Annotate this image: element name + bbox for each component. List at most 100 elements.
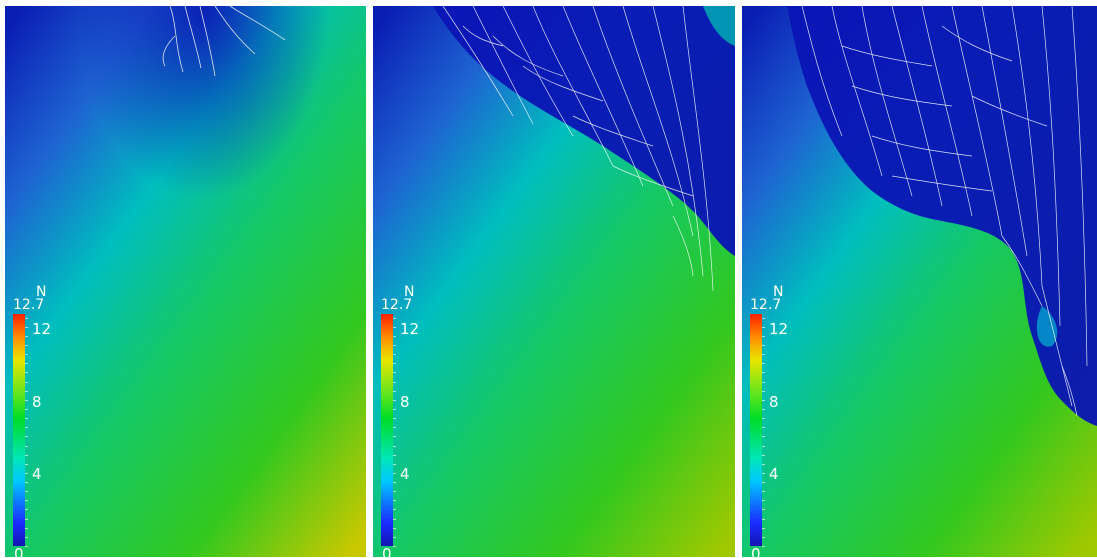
colorbar-minor-tick [393, 436, 396, 437]
colorbar-minor-tick [762, 409, 765, 410]
colorbar-minor-tick [25, 427, 28, 428]
colorbar-minor-tick [393, 500, 396, 501]
fracture-network [801, 6, 1088, 417]
colorbar-minor-tick [25, 382, 28, 383]
colorbar-minor-tick [393, 519, 396, 520]
colorbar-minor-tick [393, 427, 396, 428]
colorbar-minor-tick [25, 473, 28, 474]
colorbar-minor-tick [25, 391, 28, 392]
colorbar-minor-tick [393, 446, 396, 447]
colorbar-minor-tick [762, 318, 765, 319]
panel-2: N 12.7 12 8 4 0 [373, 6, 735, 557]
colorbar-minor-tick [762, 464, 765, 465]
colorbar-minor-tick [25, 519, 28, 520]
colorbar-minor-tick [762, 482, 765, 483]
colorbar-minor-tick [393, 546, 396, 547]
colorbar-minor-tick [762, 528, 765, 529]
colorbar-minor-tick [762, 509, 765, 510]
colorbar-min-label: 0 [751, 545, 761, 558]
colorbar-minor-tick [393, 464, 396, 465]
concentration-field [742, 6, 1097, 557]
colorbar-minor-tick [762, 500, 765, 501]
colorbar-minor-tick [25, 327, 28, 328]
colorbar-minor-tick [762, 327, 765, 328]
colorbar-minor-tick [393, 491, 396, 492]
colorbar-minor-tick [762, 491, 765, 492]
colorbar-minor-tick [762, 473, 765, 474]
colorbar-minor-tick [393, 482, 396, 483]
colorbar-minor-tick [393, 537, 396, 538]
colorbar-title: N [773, 284, 784, 300]
colorbar-minor-tick [762, 436, 765, 437]
colorbar-gradient [750, 314, 762, 546]
colorbar-minor-tick [762, 354, 765, 355]
colorbar-minor-tick [762, 391, 765, 392]
colorbar-tick-label: 8 [32, 393, 42, 411]
depleted-zone [787, 6, 1097, 426]
concentration-field [5, 6, 366, 557]
fracture-network [162, 6, 286, 77]
colorbar-minor-tick [25, 400, 28, 401]
colorbar-minor-tick [393, 327, 396, 328]
colorbar-minor-tick [393, 372, 396, 373]
colorbar-minor-tick [25, 409, 28, 410]
colorbar-minor-tick [25, 418, 28, 419]
colorbar-minor-tick [762, 546, 765, 547]
colorbar-max-label: 12.7 [13, 297, 45, 313]
colorbar-minor-tick [25, 482, 28, 483]
colorbar-minor-tick [762, 336, 765, 337]
colorbar-tick-label: 12 [769, 320, 789, 338]
colorbar-minor-tick [393, 354, 396, 355]
colorbar-minor-tick [762, 519, 765, 520]
colorbar-tick-label: 4 [769, 465, 779, 483]
colorbar-gradient [13, 314, 25, 546]
colorbar-minor-tick [762, 418, 765, 419]
colorbar-minor-tick [393, 528, 396, 529]
colorbar-minor-tick [25, 436, 28, 437]
fracture-network [442, 6, 714, 292]
colorbar-minor-tick [25, 354, 28, 355]
colorbar-minor-tick [25, 500, 28, 501]
colorbar-minor-tick [25, 509, 28, 510]
colorbar-min-label: 0 [382, 545, 392, 558]
colorbar-minor-tick [25, 363, 28, 364]
colorbar: N 12.7 12 8 4 0 [13, 284, 73, 558]
colorbar-minor-tick [762, 372, 765, 373]
colorbar-max-label: 12.7 [750, 297, 782, 313]
colorbar-minor-tick [25, 491, 28, 492]
colorbar-min-label: 0 [14, 545, 24, 558]
colorbar-minor-tick [393, 473, 396, 474]
colorbar-minor-tick [25, 446, 28, 447]
colorbar-minor-tick [762, 427, 765, 428]
colorbar-minor-tick [25, 455, 28, 456]
panel-1: N 12.7 12 8 4 0 [5, 6, 366, 557]
depleted-zone [433, 6, 735, 256]
colorbar-minor-tick [762, 446, 765, 447]
colorbar: N 12.7 12 8 4 0 [750, 284, 810, 558]
colorbar-tick-label: 4 [400, 465, 410, 483]
colorbar-minor-tick [25, 336, 28, 337]
colorbar-minor-tick [762, 537, 765, 538]
colorbar-minor-tick [762, 400, 765, 401]
colorbar-minor-tick [25, 528, 28, 529]
colorbar-title: N [36, 284, 47, 300]
colorbar-minor-tick [25, 345, 28, 346]
colorbar-minor-tick [393, 318, 396, 319]
colorbar-minor-tick [762, 345, 765, 346]
colorbar-minor-tick [393, 409, 396, 410]
colorbar-minor-tick [25, 546, 28, 547]
colorbar-minor-tick [25, 372, 28, 373]
colorbar-title: N [404, 284, 415, 300]
colorbar-minor-tick [762, 363, 765, 364]
colorbar-minor-tick [25, 464, 28, 465]
colorbar-minor-tick [762, 455, 765, 456]
colorbar-minor-tick [393, 509, 396, 510]
colorbar-minor-tick [393, 455, 396, 456]
colorbar-minor-tick [393, 363, 396, 364]
concentration-field [373, 6, 735, 557]
colorbar-tick-label: 4 [32, 465, 42, 483]
colorbar-minor-tick [393, 336, 396, 337]
colorbar-tick-label: 12 [400, 320, 420, 338]
colorbar-max-label: 12.7 [381, 297, 413, 313]
colorbar-tick-label: 8 [400, 393, 410, 411]
